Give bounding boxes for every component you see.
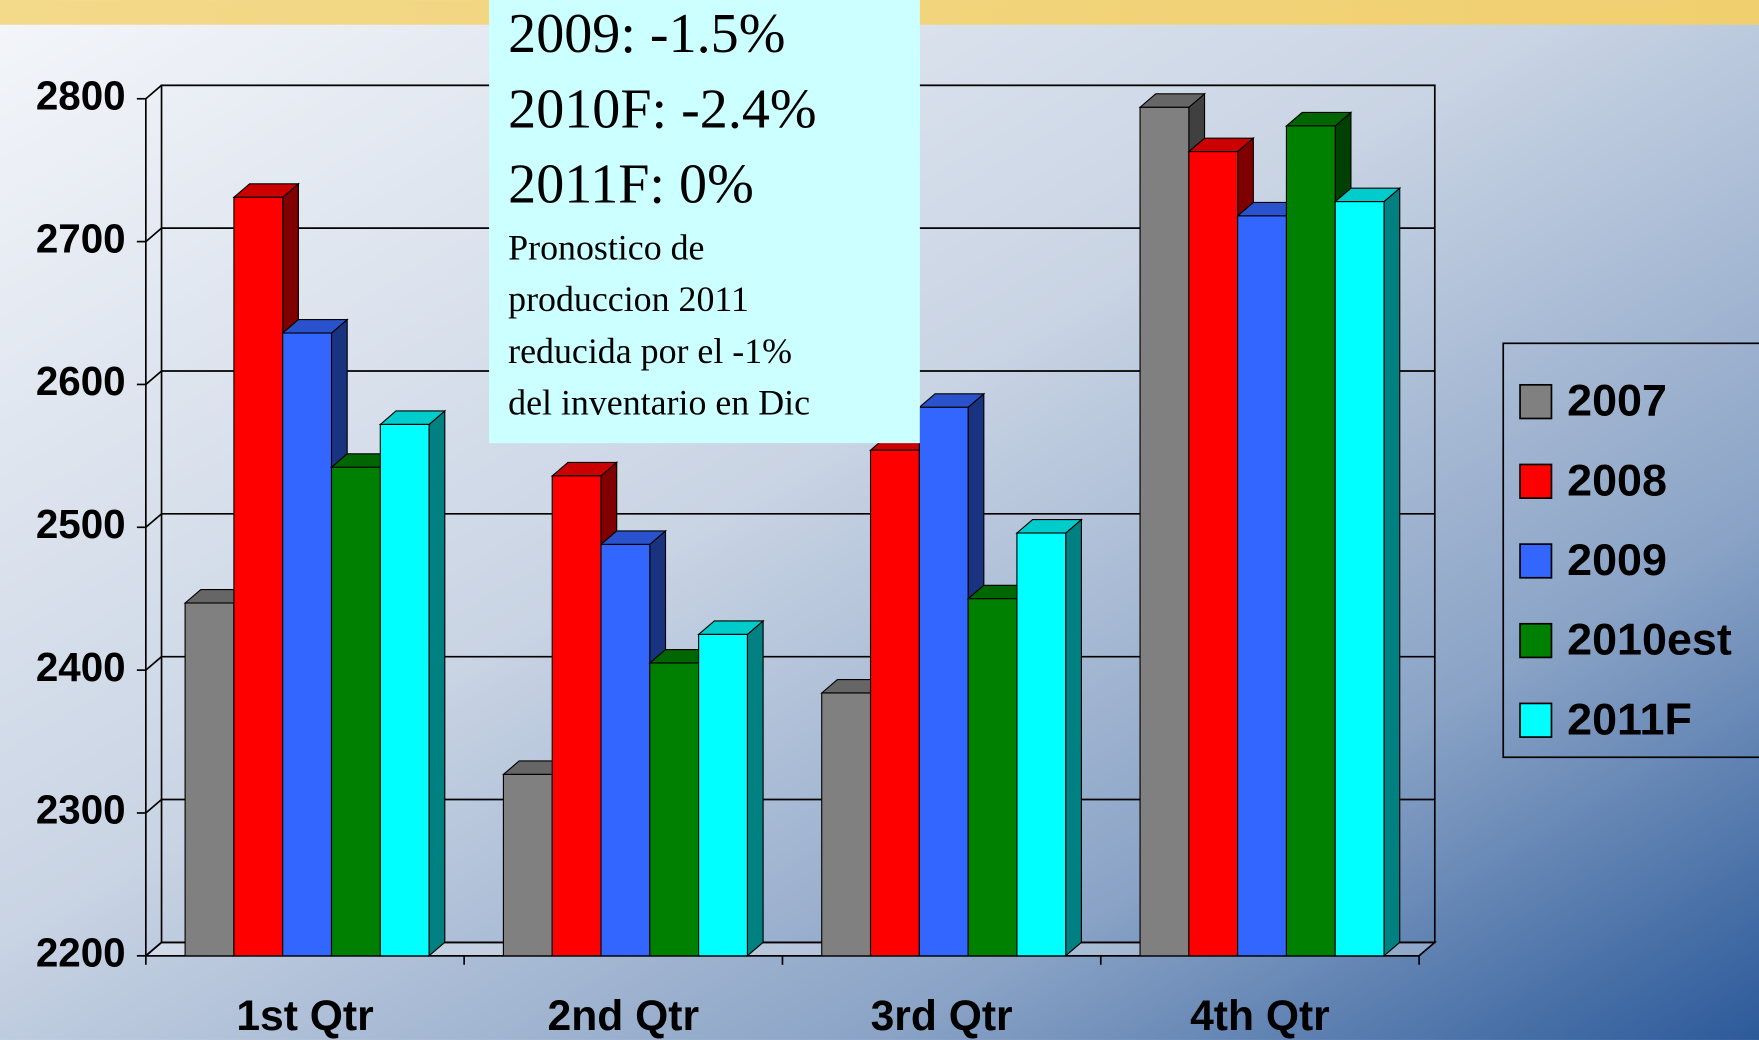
bar — [551, 475, 602, 957]
legend-label: 2010est — [1567, 614, 1732, 665]
x-tick-label: 2nd Qtr — [548, 992, 700, 1040]
legend-label: 2008 — [1567, 454, 1667, 505]
bar — [330, 466, 381, 957]
bar — [649, 662, 700, 957]
legend-swatch — [1519, 463, 1553, 499]
bar — [184, 602, 235, 957]
y-tick-label: 2700 — [36, 215, 126, 261]
legend-swatch — [1519, 383, 1553, 420]
y-tick-label: 2800 — [36, 72, 126, 118]
bar-side — [1383, 186, 1401, 958]
legend-box — [1502, 342, 1759, 759]
grid-depth — [145, 84, 163, 100]
bar — [1334, 201, 1385, 957]
grid-depth — [145, 656, 163, 671]
bar — [967, 598, 1018, 957]
note: produccion 2011 — [508, 279, 749, 319]
note: Pronostico de — [508, 228, 704, 268]
legend-swatch — [1519, 622, 1553, 659]
annotation: 2010F: -2.4% — [508, 78, 816, 140]
legend-label: 2009 — [1567, 534, 1667, 585]
grid-depth — [145, 941, 163, 957]
bar — [1237, 215, 1287, 957]
annotation: 2011F: 0% — [508, 154, 754, 216]
bar — [698, 633, 748, 957]
bar-side — [1065, 518, 1082, 958]
legend-swatch — [1519, 702, 1553, 738]
bar-side — [746, 619, 764, 958]
bar-side — [428, 409, 446, 958]
legend-swatch — [1519, 543, 1553, 579]
bar — [869, 449, 920, 957]
grid-depth — [145, 370, 163, 386]
y-tick-label: 2600 — [36, 358, 126, 404]
bar — [282, 332, 333, 957]
note: reducida por el -1% — [508, 331, 792, 371]
bar — [821, 692, 872, 957]
annotation: 2009: -1.5% — [508, 3, 785, 65]
x-tick-label: 3rd Qtr — [871, 992, 1013, 1040]
bar — [600, 543, 651, 957]
bar — [1016, 532, 1067, 957]
y-tick-label: 2300 — [36, 787, 126, 833]
y-tick-label: 2500 — [36, 501, 126, 547]
bar — [379, 423, 430, 957]
legend-label: 2011F — [1567, 693, 1692, 744]
note: del inventario en Dic — [508, 382, 810, 422]
legend-label: 2007 — [1567, 375, 1667, 426]
grid-depth — [145, 798, 163, 814]
x-tick-label: 1st Qtr — [236, 992, 373, 1040]
bar — [1139, 106, 1190, 957]
grid-depth — [145, 513, 163, 528]
bar — [1188, 151, 1239, 957]
bar — [1285, 125, 1336, 957]
bar — [233, 196, 284, 957]
y-tick-label: 2400 — [36, 644, 126, 690]
bar — [502, 773, 553, 957]
bar — [918, 406, 969, 957]
annotation-box — [489, 0, 920, 444]
x-tick-label: 4th Qtr — [1190, 992, 1330, 1040]
grid-depth — [145, 227, 163, 243]
y-tick-label: 2200 — [36, 929, 126, 975]
